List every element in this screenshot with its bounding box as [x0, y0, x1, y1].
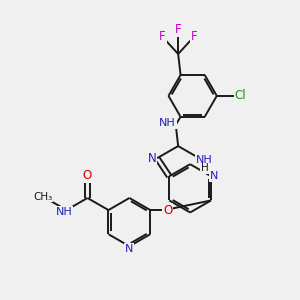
- Text: H: H: [201, 164, 208, 173]
- Text: F: F: [159, 30, 166, 43]
- Text: Cl: Cl: [234, 89, 246, 102]
- Text: NH: NH: [159, 118, 176, 128]
- Text: N: N: [125, 244, 134, 254]
- Text: NH: NH: [196, 154, 213, 165]
- Text: N: N: [148, 152, 156, 165]
- Text: F: F: [190, 30, 197, 43]
- Text: O: O: [83, 169, 92, 182]
- Text: NH: NH: [56, 206, 73, 217]
- Text: O: O: [163, 204, 172, 217]
- Text: F: F: [175, 23, 181, 36]
- Text: N: N: [210, 171, 218, 181]
- Text: CH₃: CH₃: [33, 191, 52, 202]
